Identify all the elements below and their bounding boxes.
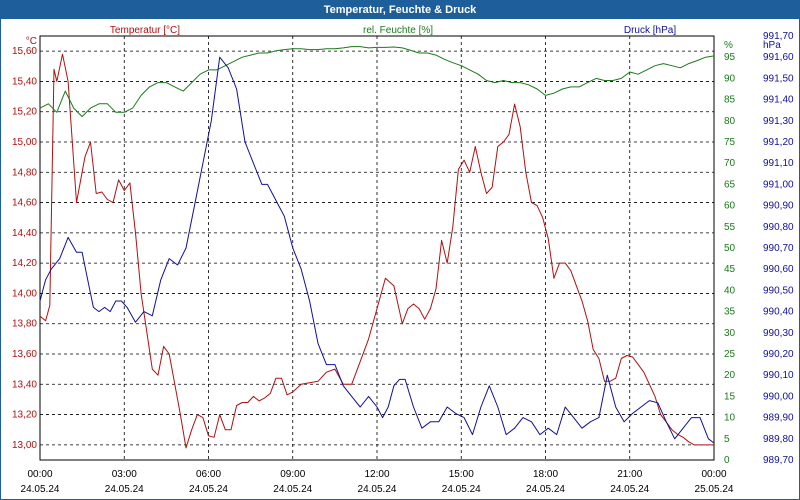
humidity-tick-label: 45 <box>724 264 736 275</box>
temperature-tick-label: 13,80 <box>12 319 37 330</box>
x-tick-date-label: 24.05.24 <box>526 484 565 495</box>
legend-entry-humidity: rel. Feuchte [%] <box>363 25 433 36</box>
pressure-tick-label: 991,40 <box>763 95 794 106</box>
pressure-tick-label: 990,70 <box>763 243 794 254</box>
pressure-tick-label: 990,80 <box>763 222 794 233</box>
humidity-tick-label: 90 <box>724 73 736 84</box>
pressure-unit-label: hPa <box>763 40 781 51</box>
x-tick-time-label: 06:00 <box>196 469 221 480</box>
pressure-tick-label: 990,90 <box>763 201 794 212</box>
x-tick-time-label: 03:00 <box>112 469 137 480</box>
pressure-tick-label: 991,60 <box>763 52 794 63</box>
x-tick-date-label: 24.05.24 <box>105 484 144 495</box>
pressure-tick-label: 990,40 <box>763 307 794 318</box>
x-tick-date-label: 24.05.24 <box>189 484 228 495</box>
legend-entry-pressure: Druck [hPa] <box>624 25 676 36</box>
humidity-unit-label: % <box>724 40 733 51</box>
temperature-tick-label: 13,20 <box>12 410 37 421</box>
x-tick-time-label: 09:00 <box>280 469 305 480</box>
pressure-tick-label: 990,10 <box>763 370 794 381</box>
humidity-tick-label: 20 <box>724 370 736 381</box>
x-tick-time-label: 15:00 <box>449 469 474 480</box>
humidity-tick-label: 70 <box>724 158 736 169</box>
humidity-tick-label: 10 <box>724 413 736 424</box>
humidity-tick-label: 65 <box>724 179 736 190</box>
x-tick-date-label: 24.05.24 <box>610 484 649 495</box>
x-tick-time-label: 00:00 <box>27 469 52 480</box>
humidity-tick-label: 85 <box>724 95 736 106</box>
pressure-tick-label: 991,30 <box>763 116 794 127</box>
humidity-tick-label: 5 <box>724 434 730 445</box>
humidity-tick-label: 40 <box>724 285 736 296</box>
temperature-tick-label: 15,20 <box>12 107 37 118</box>
humidity-tick-label: 25 <box>724 349 736 360</box>
humidity-tick-label: 75 <box>724 137 736 148</box>
x-tick-time-label: 18:00 <box>533 469 558 480</box>
humidity-tick-label: 0 <box>724 455 730 466</box>
window-title: Temperatur, Feuchte & Druck <box>1 1 799 19</box>
temperature-tick-label: 14,20 <box>12 258 37 269</box>
pressure-tick-label: 991,70 <box>763 31 794 42</box>
pressure-tick-label: 991,10 <box>763 158 794 169</box>
x-tick-date-label: 24.05.24 <box>21 484 60 495</box>
pressure-tick-label: 990,30 <box>763 328 794 339</box>
pressure-tick-label: 989,90 <box>763 413 794 424</box>
temperature-tick-label: 14,40 <box>12 228 37 239</box>
temperature-unit-label: °C <box>26 36 37 47</box>
pressure-tick-label: 990,00 <box>763 391 794 402</box>
pressure-tick-label: 989,70 <box>763 455 794 466</box>
pressure-tick-label: 990,20 <box>763 349 794 360</box>
humidity-tick-label: 15 <box>724 391 736 402</box>
x-tick-date-label: 24.05.24 <box>442 484 481 495</box>
x-tick-date-label: 24.05.24 <box>358 484 397 495</box>
series-line-humidity <box>39 46 715 118</box>
temperature-tick-label: 14,60 <box>12 198 37 209</box>
pressure-tick-label: 990,50 <box>763 285 794 296</box>
humidity-tick-label: 95 <box>724 52 736 63</box>
temperature-tick-label: 15,00 <box>12 137 37 148</box>
temperature-tick-label: 14,00 <box>12 288 37 299</box>
temperature-tick-label: 15,40 <box>12 76 37 87</box>
x-tick-date-label: 24.05.24 <box>273 484 312 495</box>
humidity-tick-label: 80 <box>724 116 736 127</box>
humidity-tick-label: 60 <box>724 201 736 212</box>
humidity-tick-label: 55 <box>724 222 736 233</box>
pressure-tick-label: 990,60 <box>763 264 794 275</box>
pressure-tick-label: 991,00 <box>763 179 794 190</box>
x-tick-time-label: 21:00 <box>617 469 642 480</box>
pressure-tick-label: 991,50 <box>763 73 794 84</box>
x-tick-time-label: 12:00 <box>364 469 389 480</box>
temperature-tick-label: 15,60 <box>12 46 37 57</box>
humidity-tick-label: 30 <box>724 328 736 339</box>
x-tick-time-label: 00:00 <box>701 469 726 480</box>
x-tick-date-label: 25.05.24 <box>695 484 734 495</box>
legend-entry-temperature: Temperatur [°C] <box>110 25 180 36</box>
series-line-temperature <box>39 53 714 449</box>
pressure-tick-label: 991,20 <box>763 137 794 148</box>
pressure-tick-label: 989,80 <box>763 434 794 445</box>
series-line-pressure <box>39 56 715 444</box>
temperature-tick-label: 14,80 <box>12 167 37 178</box>
humidity-tick-label: 35 <box>724 307 736 318</box>
temperature-tick-label: 13,60 <box>12 349 37 360</box>
humidity-tick-label: 50 <box>724 243 736 254</box>
temperature-tick-label: 13,00 <box>12 440 37 451</box>
temperature-tick-label: 13,40 <box>12 379 37 390</box>
